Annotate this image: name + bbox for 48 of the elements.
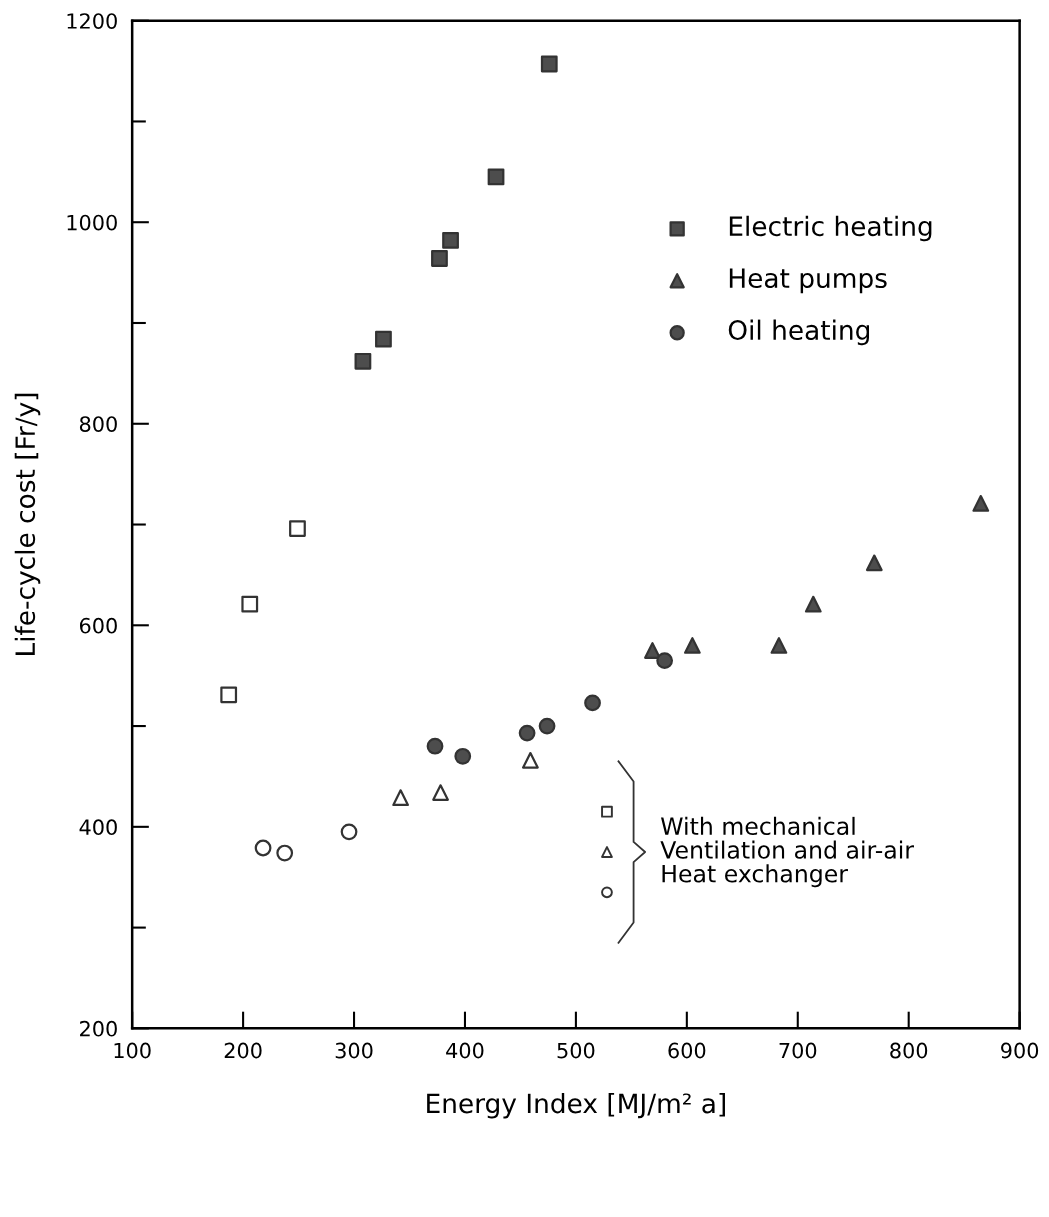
point — [538, 717, 556, 735]
point — [644, 642, 661, 659]
point — [683, 637, 701, 654]
point — [375, 330, 392, 348]
point — [241, 595, 259, 613]
y-axis-title: Life-cycle cost [Fr/y] — [14, 393, 41, 655]
point — [254, 839, 272, 857]
point — [340, 823, 358, 841]
point — [584, 694, 601, 712]
point — [276, 844, 294, 862]
y-tick-label: 1200 — [67, 13, 117, 29]
point — [431, 250, 448, 267]
point — [220, 686, 238, 704]
point — [442, 231, 459, 249]
point — [392, 789, 410, 806]
point — [518, 724, 536, 742]
y-tick-label: 1000 — [67, 214, 117, 231]
y-tick-label: 400 — [79, 819, 117, 836]
x-tick-label: 100 — [114, 1042, 151, 1059]
legend-label: Oil heating — [728, 319, 870, 346]
x-tick-label: 300 — [335, 1042, 373, 1059]
x-tick-label: 700 — [779, 1042, 817, 1059]
point — [972, 494, 990, 512]
point — [289, 520, 306, 537]
x-tick-label: 500 — [557, 1042, 595, 1059]
point — [454, 747, 472, 765]
annotation: With mechanical Ventilation and air-air Heat exchanger — [660, 816, 915, 888]
point — [540, 55, 558, 73]
x-tick-label: 200 — [224, 1042, 262, 1059]
x-axis-title: Energy Index [MJ/m² a] — [427, 1092, 725, 1119]
point — [426, 737, 444, 755]
x-tick-label: 600 — [668, 1042, 706, 1059]
y-tick-label: 200 — [80, 1020, 117, 1037]
point — [522, 751, 539, 769]
point — [865, 554, 883, 572]
point — [432, 784, 449, 801]
point — [656, 652, 674, 669]
legend-label: Heat pumps — [729, 268, 887, 294]
y-tick-label: 800 — [79, 416, 117, 432]
x-tick-label: 800 — [890, 1042, 928, 1059]
x-tick-label: 400 — [446, 1042, 484, 1059]
point — [770, 637, 788, 654]
point — [804, 595, 822, 613]
x-tick-label: 900 — [1001, 1042, 1039, 1059]
point — [487, 168, 505, 186]
legend-label: Electric heating — [729, 215, 932, 242]
point — [354, 352, 372, 370]
y-tick-label: 600 — [79, 617, 117, 634]
